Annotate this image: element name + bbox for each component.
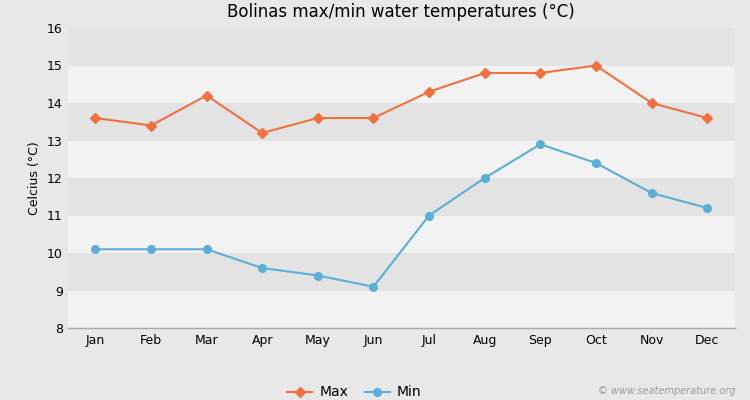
Bar: [68, 66, 735, 103]
Text: © www.seatemperature.org: © www.seatemperature.org: [598, 386, 735, 396]
Bar: [68, 103, 735, 140]
Bar: [68, 178, 735, 216]
Bar: [68, 290, 735, 328]
Bar: [68, 28, 735, 66]
Bar: [68, 216, 735, 253]
Y-axis label: Celcius (°C): Celcius (°C): [28, 141, 41, 215]
Bar: [68, 140, 735, 178]
Legend: Max, Min: Max, Min: [282, 380, 427, 400]
Bar: [68, 253, 735, 290]
Title: Bolinas max/min water temperatures (°C): Bolinas max/min water temperatures (°C): [227, 3, 575, 21]
